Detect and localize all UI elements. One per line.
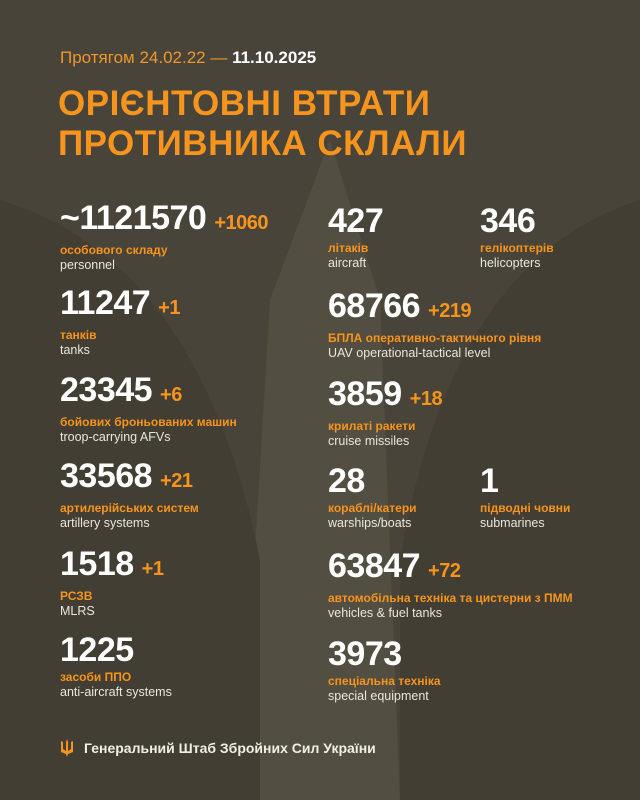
stat-value: 1518 +1: [60, 545, 164, 587]
stat-label-en: aircraft: [328, 256, 367, 270]
trident-icon: [61, 739, 73, 757]
stat-label-en: anti-aircraft systems: [60, 685, 172, 699]
stat-delta: +1060: [214, 212, 269, 234]
stat-submarines: 1 підводні човни submarines: [480, 463, 570, 531]
stat-number: 28: [328, 462, 365, 500]
stat-label-ua: БПЛА оперативно-тактичного рівня: [328, 331, 542, 345]
stat-cruise-missiles: 3859 +18 крилаті ракети cruise missiles: [328, 375, 443, 449]
stat-tanks: 11247 +1 танків tanks: [60, 285, 180, 358]
stat-label-en: artillery systems: [60, 516, 150, 530]
stat-delta: +1: [158, 297, 180, 319]
stat-number: 1225: [60, 631, 134, 669]
stat-label-ua: кораблі/катери: [328, 501, 417, 515]
stat-mlrs: 1518 +1 РСЗВ MLRS: [60, 545, 164, 619]
stat-value: 3859 +18: [328, 375, 443, 417]
stat-label-ua: РСЗВ: [60, 589, 93, 603]
stat-number: 68766: [328, 287, 421, 325]
stat-label-en: special equipment: [328, 689, 429, 703]
title-line-2: ПРОТИВНИКА СКЛАЛИ: [58, 124, 467, 163]
period: Протягом 24.02.22 — 11.10.2025: [60, 48, 316, 68]
stat-value: 427: [328, 202, 384, 240]
stat-value: 11247 +1: [60, 285, 180, 326]
stat-number: ~1121570: [60, 199, 207, 237]
stat-label-en: MLRS: [60, 604, 95, 618]
stat-value: 1: [480, 463, 570, 499]
stat-warships: 28 кораблі/катери warships/boats: [328, 463, 417, 531]
stat-aircraft: 427 літаків aircraft: [328, 202, 384, 271]
stat-value: 23345 +6: [60, 372, 237, 413]
stat-value: 346: [480, 203, 554, 239]
stat-number: 3859: [328, 375, 402, 413]
stat-value: 28: [328, 463, 417, 499]
stat-number: 33568: [60, 457, 153, 495]
stat-delta: +21: [160, 470, 193, 492]
stat-label-en: submarines: [480, 516, 545, 530]
stat-delta: +1: [141, 558, 164, 580]
stat-delta: +72: [428, 560, 461, 582]
page-title: ОРІЄНТОВНІ ВТРАТИ ПРОТИВНИКА СКЛАЛИ: [58, 84, 467, 164]
stat-number: 63847: [328, 547, 421, 585]
stat-delta: +219: [428, 300, 472, 322]
stat-label-ua: артилерійських систем: [60, 501, 199, 515]
stat-label-ua: підводні човни: [480, 501, 571, 515]
period-prefix: Протягом 24.02.22 —: [60, 48, 228, 67]
stat-label-ua: засоби ППО: [60, 670, 132, 684]
period-date: 11.10.2025: [232, 48, 317, 67]
stat-label-en: tanks: [60, 343, 90, 357]
stat-air-defense: 1225 засоби ППО anti-aircraft systems: [60, 632, 172, 700]
stat-label-en: cruise missiles: [328, 434, 410, 448]
stat-value: ~1121570 +1060: [60, 199, 269, 241]
title-line-1: ОРІЄНТОВНІ ВТРАТИ: [58, 84, 431, 123]
stat-special-equipment: 3973 спеціальна техніка special equipment: [328, 636, 441, 704]
stat-number: 1518: [60, 545, 134, 583]
footer: Генеральний Штаб Збройних Сил України: [60, 739, 376, 757]
stat-label-ua: крилаті ракети: [328, 419, 416, 433]
stat-label-ua: танків: [60, 328, 97, 342]
stat-artillery: 33568 +21 артилерійських систем artillery s…: [60, 458, 199, 531]
stat-delta: +6: [160, 384, 182, 406]
stat-label-ua: автомобільна техніка та цистерни з ПММ: [328, 591, 573, 605]
stat-value: 33568 +21: [60, 458, 199, 499]
stat-vehicles: 63847 +72 автомобільна техніка та цистерни…: [328, 548, 573, 621]
stat-label-en: troop-carrying AFVs: [60, 430, 171, 444]
stat-number: 427: [328, 202, 384, 240]
stat-label-en: helicopters: [480, 256, 541, 270]
stat-label-ua: спеціальна техніка: [328, 674, 441, 688]
stat-number: 23345: [60, 371, 153, 409]
stat-value: 63847 +72: [328, 548, 573, 589]
stat-label-en: UAV operational-tactical level: [328, 346, 491, 360]
stat-afv: 23345 +6 бойових броньованих машин troop-ca…: [60, 372, 237, 445]
stat-label-en: personnel: [60, 258, 115, 272]
stat-delta: +18: [409, 388, 443, 410]
stat-value: 1225: [60, 632, 172, 668]
stat-label-en: vehicles & fuel tanks: [328, 606, 442, 620]
stat-number: 11247: [60, 284, 151, 322]
stat-uav: 68766 +219 БПЛА оперативно-тактичного рівн…: [328, 288, 541, 361]
stat-number: 346: [480, 202, 536, 240]
stat-label-ua: особового складу: [60, 243, 168, 257]
stat-label-ua: гелікоптерів: [480, 241, 554, 255]
stat-helicopters: 346 гелікоптерів helicopters: [480, 203, 554, 271]
stat-number: 3973: [328, 635, 402, 673]
stat-value: 68766 +219: [328, 288, 541, 329]
stat-label-ua: бойових броньованих машин: [60, 415, 237, 429]
stat-label-en: warships/boats: [328, 516, 412, 530]
stat-number: 1: [480, 462, 499, 500]
stat-personnel: ~1121570 +1060 особового складу personnel: [60, 199, 269, 273]
stat-value: 3973: [328, 636, 441, 672]
stat-label-ua: літаків: [328, 241, 369, 255]
footer-text: Генеральний Штаб Збройних Сил України: [84, 740, 376, 756]
